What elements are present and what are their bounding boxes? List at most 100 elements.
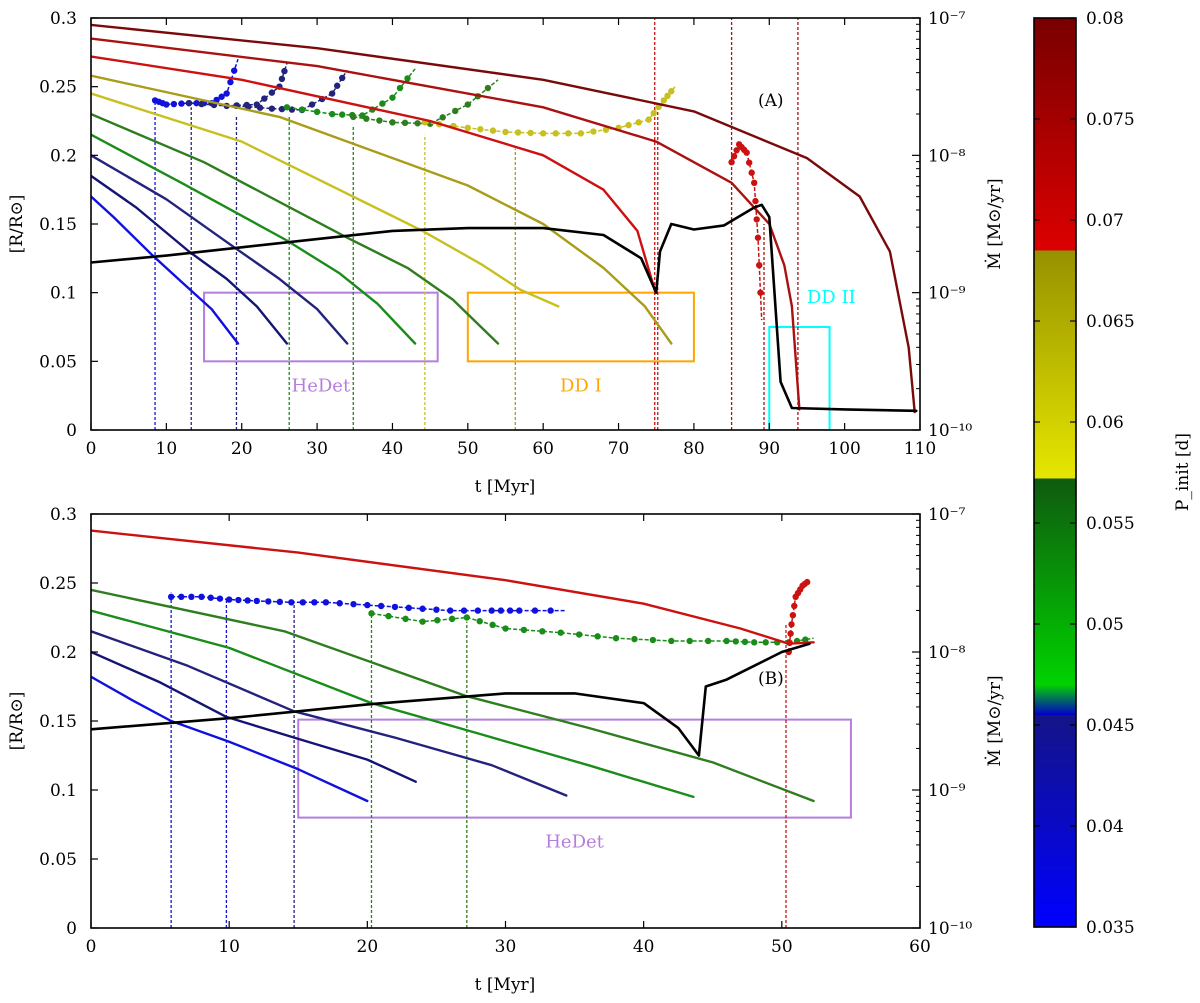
mdot-point [419, 618, 426, 625]
region-label-dd-ii: DD II [807, 287, 856, 308]
mdot-point [253, 597, 260, 605]
panel-b: 0 10 20 30 40 50 60 0 0.05 0.1 0.15 0.2 0.25 0.3 10⁻¹⁰… [7, 505, 1005, 995]
y-tick-label: 0.1 [50, 284, 77, 304]
mdot-point [625, 121, 632, 129]
mdot-point [660, 97, 667, 104]
mdot-point [163, 101, 170, 108]
mdot-point [464, 101, 472, 108]
x-tick-label: 20 [231, 439, 253, 459]
mdot-point [281, 67, 288, 75]
y-tick-label: 0.05 [39, 352, 77, 372]
mdot-point [379, 100, 386, 107]
y2-tick-label: 10⁻⁷ [928, 505, 966, 525]
mdot-point [502, 128, 509, 136]
region-box-dd-ii [768, 326, 831, 430]
mdot-point [283, 104, 291, 111]
y2-tick-label: 10⁻⁸ [928, 643, 966, 663]
mdot-point [245, 103, 252, 111]
x-tick-label: 110 [904, 439, 936, 459]
mdot-point [594, 633, 601, 640]
mdot-point [756, 262, 763, 269]
y-tick-label: 0.25 [39, 574, 77, 594]
region-box-hedet [203, 291, 439, 363]
y-tick-label: 0.15 [39, 712, 77, 732]
panel-a-axes: 0 10 20 30 40 50 60 70 80 90 100 110 0 0.05 0.1 0.15 0.2… [39, 9, 972, 459]
mdot-point [745, 159, 753, 166]
y-tick-label: 0.05 [39, 850, 77, 870]
mdot-point [396, 84, 404, 92]
mdot-point [350, 600, 357, 608]
mdot-point [751, 179, 758, 186]
mdot-point [404, 75, 411, 82]
colorbar: 0.035 0.04 0.045 0.05 0.055 0.06 0.065 0.07 0.07… [1033, 9, 1193, 938]
x-tick-label: 40 [382, 439, 404, 459]
panel-b-frame [90, 513, 921, 929]
mdot-point [216, 595, 224, 602]
colorbar-tick-label: 0.065 [1086, 312, 1135, 332]
mdot-point [723, 637, 730, 645]
donor-radius-curve [91, 154, 349, 345]
mdot-point [433, 606, 440, 613]
mdot-point [434, 617, 441, 624]
x-tick-label: 50 [457, 439, 479, 459]
y-tick-label: 0 [66, 919, 77, 939]
mdot-point [787, 630, 794, 637]
mdot-point [645, 116, 652, 123]
x-tick-label: 50 [771, 937, 793, 957]
panel-a-y-axis-label: [R/R⊙] [7, 195, 27, 254]
donor-radius-curve [91, 23, 916, 414]
mdot-point [225, 596, 233, 603]
mdot-point [311, 599, 318, 606]
colorbar-tick-label: 0.06 [1086, 413, 1124, 433]
donor-radius-curve [91, 74, 673, 345]
panel-b-y-axis-label: [R/R⊙] [7, 692, 27, 751]
mdot-point [464, 124, 472, 132]
mdot-point [488, 607, 495, 614]
y2-tick-label: 10⁻⁸ [928, 146, 966, 166]
mdot-point [668, 88, 675, 95]
mdot-point [244, 597, 251, 604]
mdot-point [489, 127, 497, 134]
mdot-point [612, 635, 620, 642]
mdot-point [631, 635, 638, 643]
donor-radius-curve [91, 92, 560, 308]
x-tick-label: 10 [218, 937, 240, 957]
y-tick-label: 0.1 [50, 781, 77, 801]
mdot-point [414, 120, 421, 127]
x-tick-label: 10 [156, 439, 178, 459]
panel-b-axes: 0 10 20 30 40 50 60 0 0.05 0.1 0.15 0.2 0.25 0.3 10⁻¹⁰… [39, 505, 972, 957]
x-tick-label: 20 [357, 937, 379, 957]
mdot-point [602, 126, 610, 133]
mdot-point [754, 234, 762, 241]
y-tick-label: 0.3 [50, 505, 77, 525]
x-tick-label: 80 [683, 439, 705, 459]
panel-b-label: (B) [758, 669, 784, 689]
colorbar-ticks: 0.035 0.04 0.045 0.05 0.055 0.06 0.065 0.07 0.07… [1034, 9, 1135, 938]
mdot-point [227, 78, 234, 86]
mdot-point [565, 130, 572, 137]
mdot-point [520, 626, 528, 634]
y-tick-label: 0 [66, 421, 77, 441]
mdot-point [333, 82, 341, 89]
donor-radius-curve [91, 675, 369, 803]
colorbar-tick-label: 0.07 [1086, 211, 1124, 231]
colorbar-tick-label: 0.055 [1086, 514, 1135, 534]
mdot-point [650, 110, 657, 117]
wd-radius-curve [91, 642, 811, 757]
mdot-point [268, 105, 276, 112]
mdot-point [385, 612, 392, 620]
x-tick-label: 30 [495, 937, 517, 957]
mdot-point [506, 607, 514, 614]
mdot-curve [730, 142, 763, 321]
mdot-point [363, 115, 370, 122]
mdot-point [516, 607, 523, 614]
mdot-point [419, 605, 426, 612]
mdot-point [497, 607, 505, 614]
mdot-point [577, 130, 585, 137]
mdot-point [167, 593, 175, 600]
mdot-point [668, 637, 675, 645]
mdot-point [328, 110, 336, 118]
mdot-point [474, 607, 482, 614]
mdot-point [463, 614, 471, 621]
